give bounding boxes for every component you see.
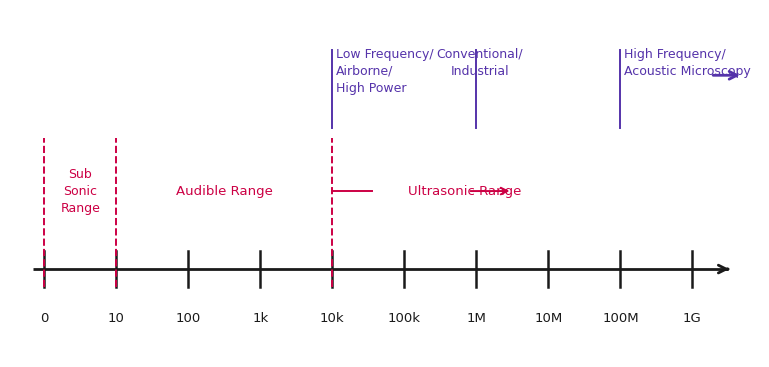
Text: 100: 100 (175, 312, 201, 325)
Text: 1G: 1G (683, 312, 702, 325)
Text: 100k: 100k (388, 312, 421, 325)
Text: Conventional/
Industrial: Conventional/ Industrial (437, 48, 523, 77)
Text: Ultrasonic Range: Ultrasonic Range (408, 185, 521, 197)
Text: 1M: 1M (466, 312, 486, 325)
Text: Low Frequency/
Airborne/
High Power: Low Frequency/ Airborne/ High Power (336, 48, 434, 95)
Text: 10k: 10k (320, 312, 345, 325)
Text: High Frequency/
Acoustic Microscopy: High Frequency/ Acoustic Microscopy (624, 48, 751, 77)
Text: 100M: 100M (602, 312, 639, 325)
Text: Audible Range: Audible Range (176, 185, 273, 197)
Text: Sub
Sonic
Range: Sub Sonic Range (60, 168, 100, 215)
Text: 0: 0 (40, 312, 48, 325)
Text: 10M: 10M (534, 312, 562, 325)
Text: 1k: 1k (252, 312, 268, 325)
Text: 10: 10 (108, 312, 125, 325)
